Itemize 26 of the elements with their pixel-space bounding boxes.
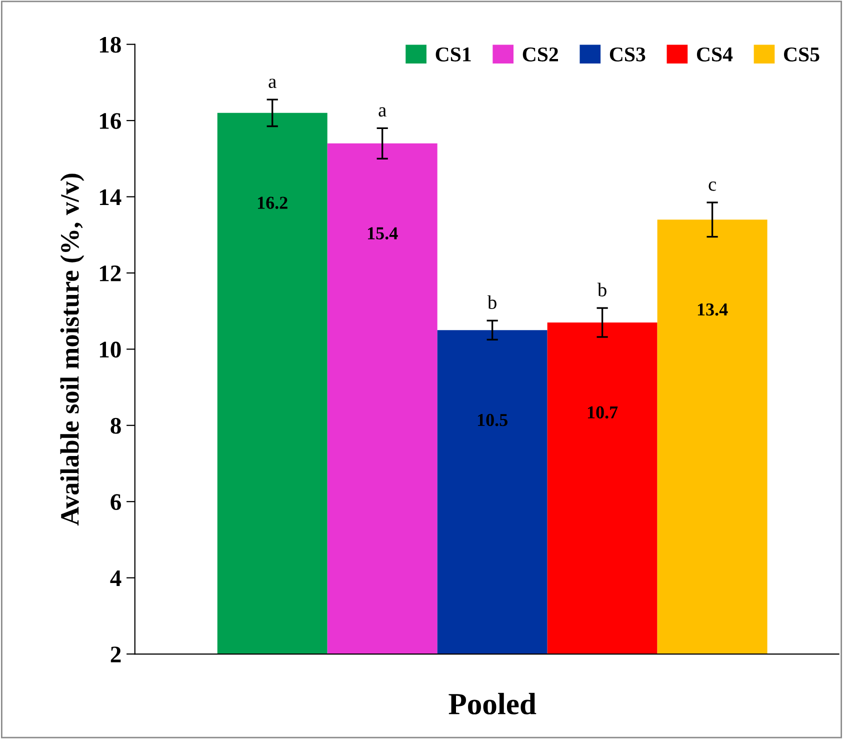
y-tick-label: 6 (110, 494, 121, 510)
legend-label: CS5 (784, 47, 820, 62)
legend-label: CS3 (610, 47, 646, 62)
data-label: 13.4 (698, 303, 728, 316)
annotation: b (597, 282, 606, 296)
data-label: 16.2 (258, 196, 288, 209)
y-tick-label: 18 (100, 36, 121, 53)
x-tick-label: Pooled (448, 692, 536, 714)
y-tick-label: 14 (100, 189, 122, 205)
y-tick-label: 12 (100, 266, 121, 282)
y-tick-label: 16 (100, 113, 121, 129)
y-axis-title: Available soil moisture (%, v/v) (60, 174, 84, 526)
y-tick-label: 10 (100, 342, 121, 358)
legend-label: CS1 (436, 47, 471, 62)
y-tick-label: 8 (110, 418, 121, 434)
y-tick-label: 2 (110, 646, 121, 662)
data-label: 15.4 (368, 227, 398, 240)
annotation: c (708, 182, 716, 191)
y-tick-label: 4 (110, 570, 122, 586)
data-label: 10.7 (588, 406, 618, 419)
legend-label: CS2 (522, 47, 558, 62)
annotation: a (378, 107, 386, 117)
data-label: 10.5 (478, 414, 508, 426)
annotation: b (487, 295, 496, 310)
legend-label: CS4 (696, 47, 733, 62)
annotation: a (268, 78, 276, 88)
